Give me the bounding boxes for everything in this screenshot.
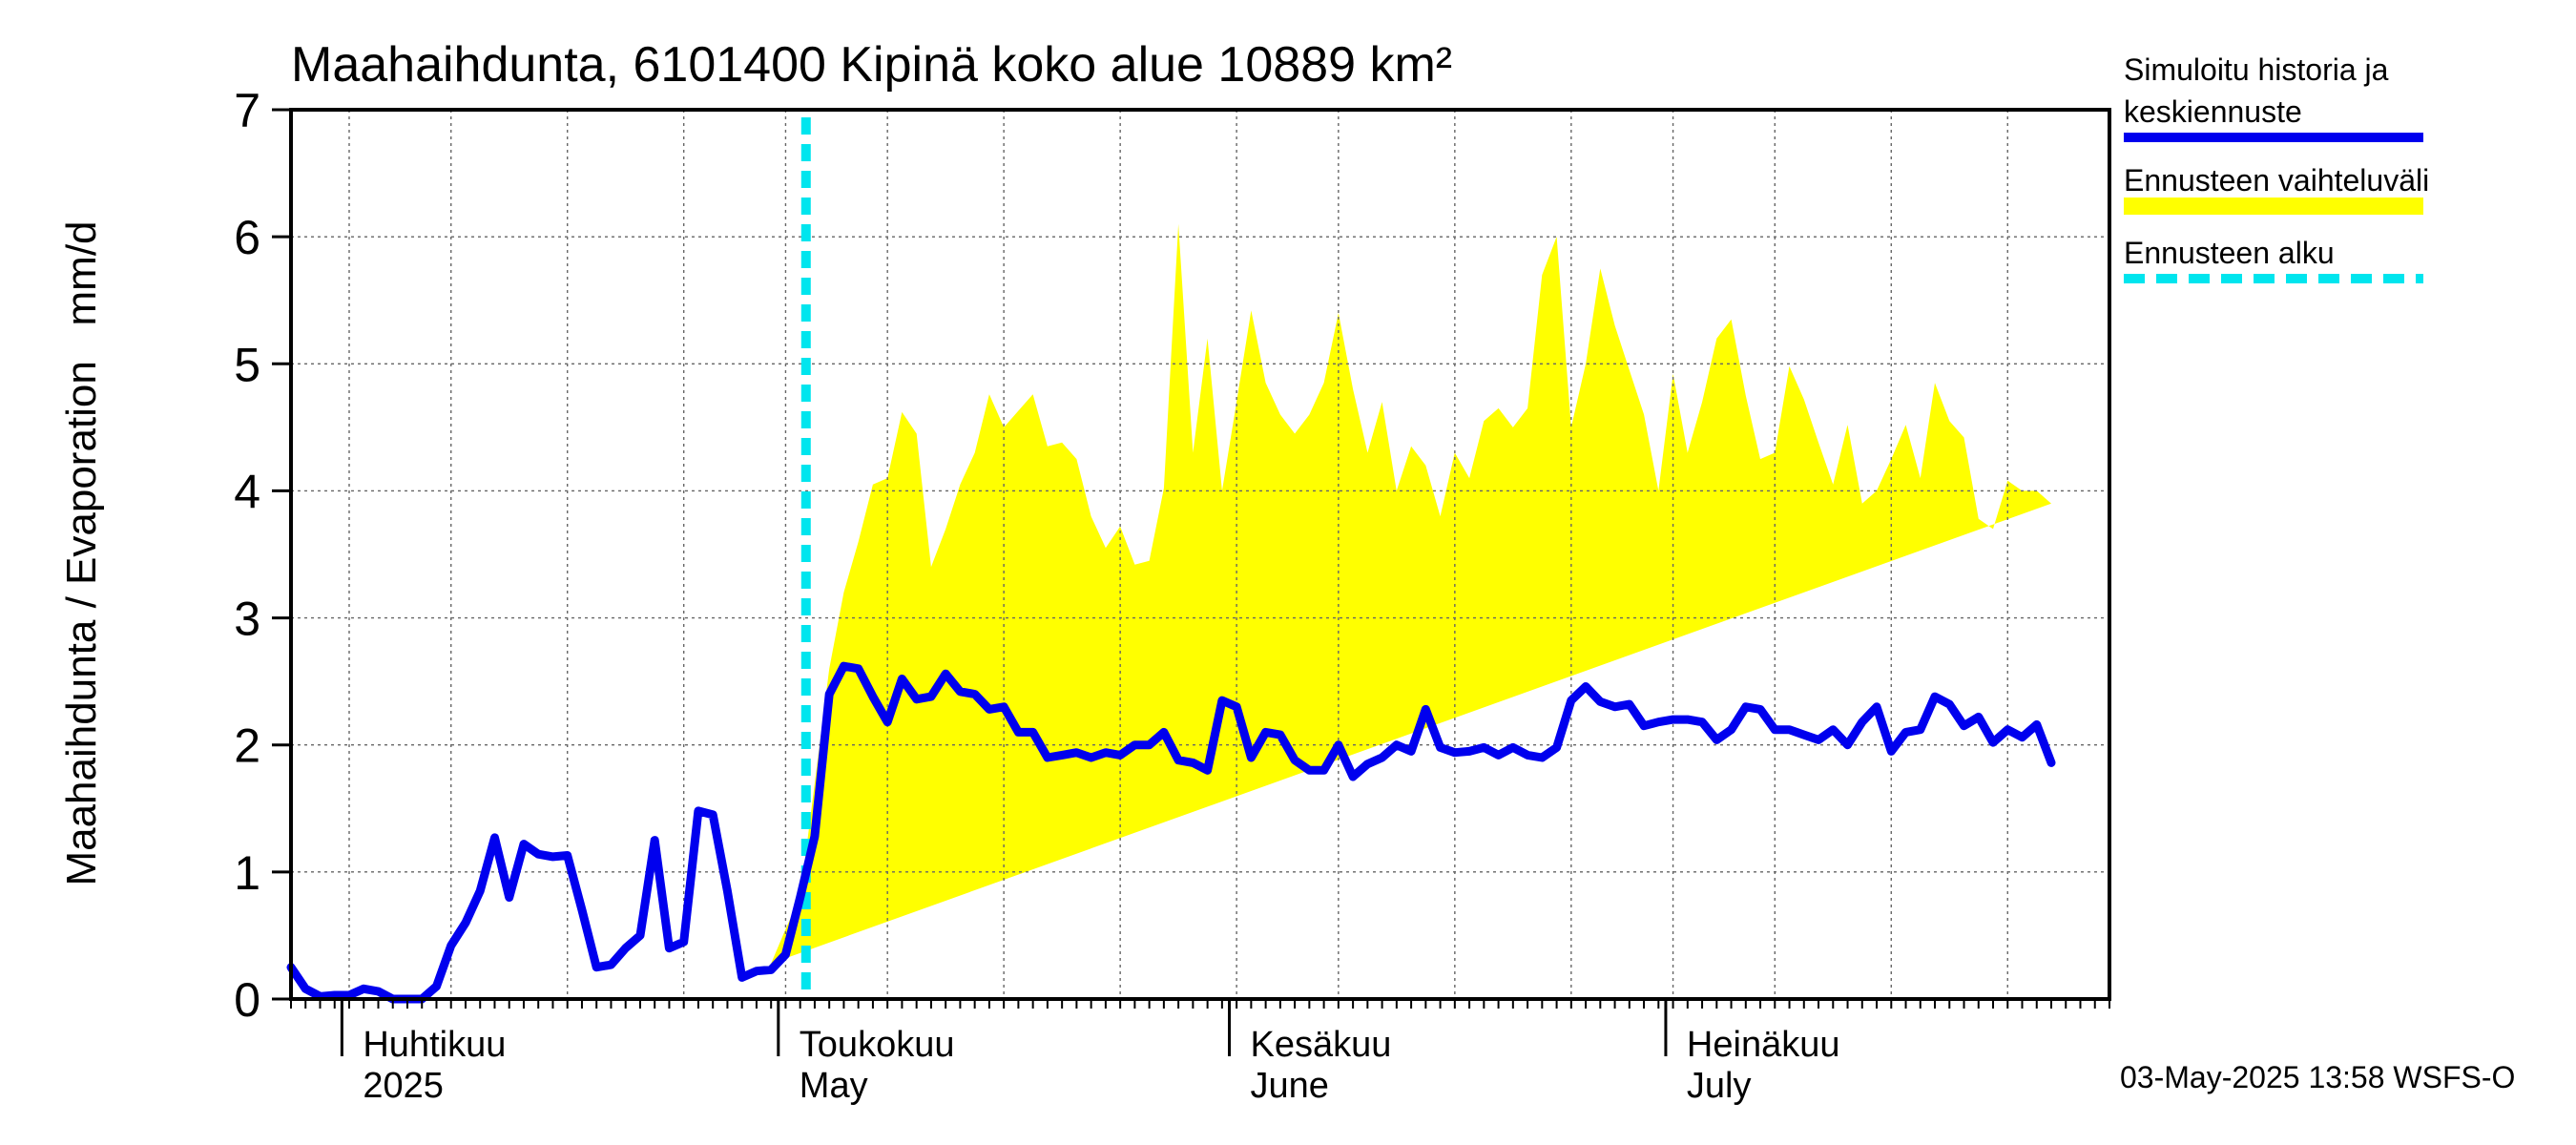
legend-entry-history-label-line2: keskiennuste bbox=[2124, 94, 2302, 129]
x-month-label-en: June bbox=[1250, 1066, 1328, 1106]
x-month-label-fi: Huhtikuu bbox=[363, 1025, 506, 1065]
y-tick-label: 7 bbox=[234, 84, 260, 137]
y-axis-label: Maahaihdunta / Evaporation mm/d bbox=[58, 220, 105, 885]
legend-entry-range-label: Ennusteen vaihteluväli bbox=[2124, 163, 2429, 198]
grid bbox=[291, 110, 2109, 999]
range-band-area bbox=[771, 223, 2052, 964]
chart-title: Maahaihdunta, 6101400 Kipinä koko alue 1… bbox=[291, 37, 1452, 93]
y-tick-label: 1 bbox=[234, 846, 260, 900]
x-month-label-fi: Toukokuu bbox=[800, 1025, 955, 1065]
forecast-range-band bbox=[771, 223, 2052, 964]
x-month-label-en: May bbox=[800, 1066, 868, 1106]
y-tick-label: 2 bbox=[234, 719, 260, 773]
x-month-label-en: July bbox=[1687, 1066, 1752, 1106]
plot-frame bbox=[289, 108, 2111, 1001]
y-tick-label: 0 bbox=[234, 973, 260, 1027]
plot-area bbox=[286, 108, 2111, 1004]
y-tick-label: 3 bbox=[234, 593, 260, 646]
y-axis: 0 1 2 3 4 5 6 7 bbox=[234, 84, 291, 1027]
y-tick-label: 5 bbox=[234, 338, 260, 391]
x-month-label-fi: Heinäkuu bbox=[1687, 1025, 1840, 1065]
x-month-label-en: 2025 bbox=[363, 1066, 444, 1106]
footer-timestamp: 03-May-2025 13:58 WSFS-O bbox=[2120, 1060, 2515, 1094]
series-line-history-and-mean bbox=[286, 661, 2056, 1004]
legend-entry-forecast-start-label: Ennusteen alku bbox=[2124, 236, 2335, 270]
legend: Simuloitu historia ja keskiennuste Ennus… bbox=[2124, 52, 2429, 283]
y-tick-label: 6 bbox=[234, 211, 260, 264]
y-tick-label: 4 bbox=[234, 465, 260, 518]
mean-line-layer bbox=[286, 661, 2056, 1004]
x-month-label-fi: Kesäkuu bbox=[1250, 1025, 1391, 1065]
legend-entry-history-label-line1: Simuloitu historia ja bbox=[2124, 52, 2389, 87]
